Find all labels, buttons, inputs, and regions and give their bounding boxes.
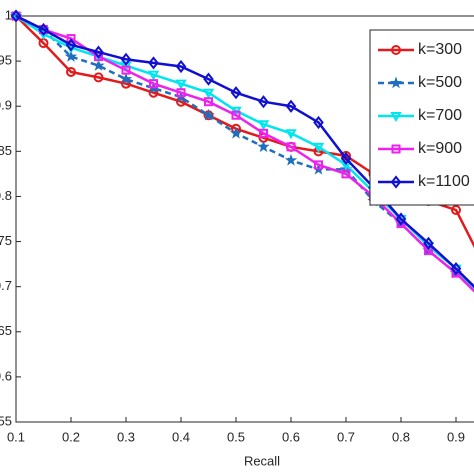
series-line (15, 14, 474, 289)
marker (450, 262, 462, 276)
y-tick-label: 0.95 (0, 53, 12, 68)
x-tick-label: 0.7 (337, 429, 355, 444)
legend-label: k=300 (418, 41, 462, 58)
x-tick-label: 0.9 (447, 429, 465, 444)
marker (147, 70, 160, 81)
legend-box (369, 29, 474, 206)
marker (64, 50, 78, 62)
marker (148, 56, 159, 70)
marker (202, 108, 215, 121)
marker (257, 120, 270, 131)
y-tick-label: 0.8 (0, 188, 12, 203)
legend-label: k=900 (418, 140, 462, 157)
marker (119, 72, 133, 85)
legend-label: k=1100 (418, 173, 470, 190)
marker (92, 59, 105, 71)
marker (312, 142, 325, 153)
y-tick-label: 0.6 (0, 368, 12, 383)
marker (204, 97, 213, 107)
y-tick-label: 0.7 (0, 278, 12, 293)
legend-label: k=700 (418, 107, 462, 124)
marker (203, 72, 214, 86)
legend-marker (390, 175, 402, 189)
marker (314, 160, 323, 170)
x-tick-label: 0.3 (117, 429, 135, 444)
legend-marker (389, 76, 403, 89)
y-tick-label: 0.85 (0, 143, 12, 158)
x-tick-label: 0.6 (282, 429, 300, 444)
marker (284, 153, 298, 166)
marker (149, 79, 158, 89)
x-axis-label: Recall (244, 453, 280, 468)
marker (120, 52, 132, 66)
marker (38, 22, 49, 37)
marker (175, 59, 187, 74)
x-tick-label: 0.4 (172, 429, 190, 444)
legend-label: k=500 (418, 74, 462, 91)
x-tick-label: 0.5 (227, 429, 245, 444)
marker (175, 79, 187, 90)
y-tick-label: 0.65 (0, 323, 12, 338)
y-tick-label: 0.75 (0, 233, 12, 248)
legend-marker (390, 112, 402, 123)
marker (37, 30, 50, 41)
legend-marker (391, 45, 401, 55)
marker (230, 86, 242, 100)
marker (231, 110, 241, 120)
x-tick-label: 0.1 (7, 429, 25, 444)
y-tick-label: 1 (5, 7, 12, 22)
marker (121, 65, 131, 75)
marker (340, 160, 352, 171)
marker (202, 88, 215, 99)
y-tick-label: 0.9 (0, 98, 12, 113)
marker (229, 126, 243, 139)
x-tick-label: 0.2 (62, 429, 80, 444)
marker (395, 212, 407, 226)
marker (341, 169, 351, 179)
marker (93, 72, 104, 83)
marker (451, 204, 461, 215)
marker (340, 151, 352, 166)
marker (93, 45, 104, 59)
marker (285, 129, 297, 140)
marker (286, 142, 296, 152)
y-tick-label: 0.55 (0, 413, 12, 428)
marker (257, 140, 270, 153)
marker (259, 128, 268, 138)
marker (65, 38, 77, 52)
marker (423, 236, 434, 250)
marker (313, 115, 324, 130)
legend-marker (391, 144, 401, 154)
x-tick-label: 0.8 (392, 429, 410, 444)
marker (176, 88, 186, 98)
marker (66, 66, 76, 77)
marker (285, 99, 297, 113)
marker (10, 9, 22, 23)
marker (66, 34, 76, 44)
marker (258, 95, 269, 109)
